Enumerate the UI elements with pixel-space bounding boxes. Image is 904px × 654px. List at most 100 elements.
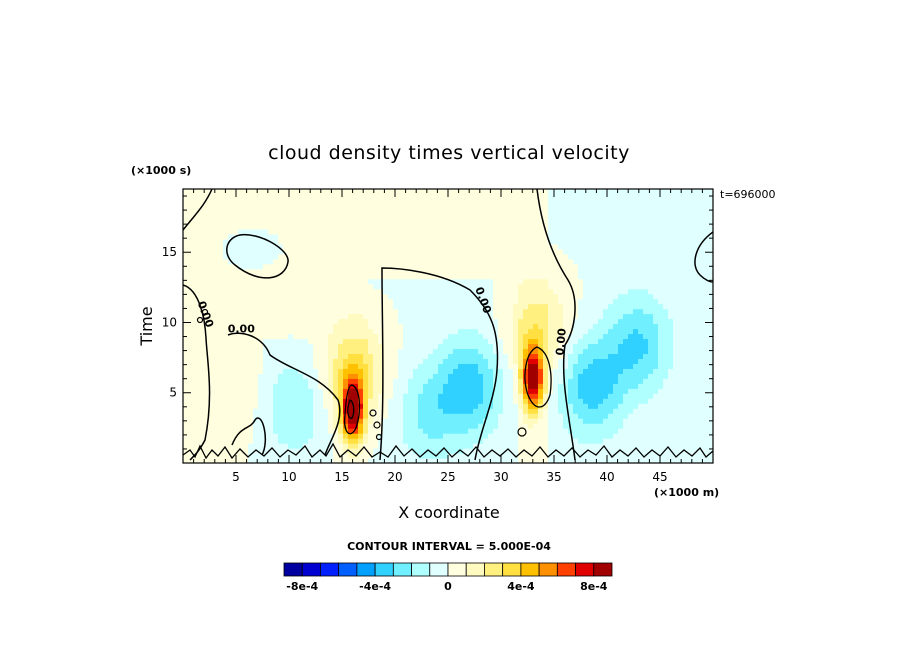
field-cell xyxy=(468,433,474,439)
field-cell xyxy=(518,343,524,350)
field-cell xyxy=(188,368,194,374)
field-cell xyxy=(198,293,204,300)
field-cell xyxy=(588,343,594,350)
field-cell xyxy=(558,293,564,300)
field-cell xyxy=(338,428,344,434)
field-cell xyxy=(418,193,424,200)
field-cell xyxy=(403,393,409,399)
field-cell xyxy=(323,233,329,240)
field-cell xyxy=(633,393,639,399)
field-cell xyxy=(248,358,254,364)
field-cell xyxy=(473,433,479,439)
field-cell xyxy=(203,288,209,295)
field-cell xyxy=(453,423,459,429)
field-cell xyxy=(568,268,574,275)
field-cell xyxy=(278,323,284,330)
field-cell xyxy=(343,448,349,454)
field-cell xyxy=(468,273,474,280)
field-cell xyxy=(293,268,299,275)
field-cell xyxy=(278,348,284,354)
field-cell xyxy=(603,388,609,394)
field-cell xyxy=(223,348,229,354)
field-cell xyxy=(428,203,434,210)
field-cell xyxy=(548,458,554,463)
field-cell xyxy=(618,303,624,310)
field-cell xyxy=(623,233,629,240)
field-cell xyxy=(603,393,609,399)
field-cell xyxy=(473,203,479,210)
field-cell xyxy=(358,383,364,389)
field-cell xyxy=(613,403,619,409)
field-cell xyxy=(608,293,614,300)
field-cell xyxy=(398,433,404,439)
field-cell xyxy=(608,408,614,414)
field-cell xyxy=(313,198,319,205)
field-cell xyxy=(228,288,234,295)
field-cell xyxy=(268,273,274,280)
field-cell xyxy=(353,308,359,315)
field-cell xyxy=(358,243,364,250)
field-cell xyxy=(603,238,609,245)
field-cell xyxy=(503,308,509,315)
field-cell xyxy=(243,198,249,205)
field-cell xyxy=(468,443,474,449)
field-cell xyxy=(588,398,594,404)
field-cell xyxy=(478,268,484,275)
field-cell xyxy=(208,393,214,399)
field-cell xyxy=(563,228,569,235)
field-cell xyxy=(613,348,619,354)
field-cell xyxy=(548,318,554,325)
field-cell xyxy=(438,288,444,295)
field-cell xyxy=(538,413,544,419)
field-cell xyxy=(208,258,214,265)
field-cell xyxy=(448,273,454,280)
field-cell xyxy=(443,358,449,364)
field-cell xyxy=(218,428,224,434)
field-cell xyxy=(313,218,319,225)
field-cell xyxy=(533,423,539,429)
field-cell xyxy=(348,363,354,369)
field-cell xyxy=(423,203,429,210)
field-cell xyxy=(478,213,484,220)
field-cell xyxy=(268,358,274,364)
field-cell xyxy=(303,323,309,330)
field-cell xyxy=(483,313,489,320)
field-cell xyxy=(563,373,569,379)
field-cell xyxy=(563,208,569,215)
field-cell xyxy=(378,233,384,240)
field-cell xyxy=(563,383,569,389)
field-cell xyxy=(613,418,619,424)
field-cell xyxy=(548,288,554,295)
field-cell xyxy=(218,373,224,379)
field-cell xyxy=(238,403,244,409)
field-cell xyxy=(548,428,554,434)
field-cell xyxy=(338,233,344,240)
field-cell xyxy=(488,248,494,255)
field-cell xyxy=(483,263,489,270)
field-cell xyxy=(323,418,329,424)
field-cell xyxy=(473,228,479,235)
field-cell xyxy=(603,348,609,354)
field-cell xyxy=(213,268,219,275)
field-cell xyxy=(208,248,214,255)
field-cell xyxy=(558,403,564,409)
field-cell xyxy=(513,248,519,255)
field-cell xyxy=(338,423,344,429)
field-cell xyxy=(308,193,314,200)
field-cell xyxy=(303,228,309,235)
field-cell xyxy=(298,253,304,260)
field-cell xyxy=(578,438,584,444)
field-cell xyxy=(208,363,214,369)
field-cell xyxy=(263,263,269,270)
field-cell xyxy=(388,248,394,255)
field-cell xyxy=(503,403,509,409)
field-cell xyxy=(323,213,329,220)
field-cell xyxy=(403,213,409,220)
field-cell xyxy=(348,358,354,364)
field-cell xyxy=(498,288,504,295)
field-cell xyxy=(508,203,514,210)
field-cell xyxy=(478,238,484,245)
field-cell xyxy=(313,273,319,280)
field-cell xyxy=(513,268,519,275)
field-cell xyxy=(463,228,469,235)
